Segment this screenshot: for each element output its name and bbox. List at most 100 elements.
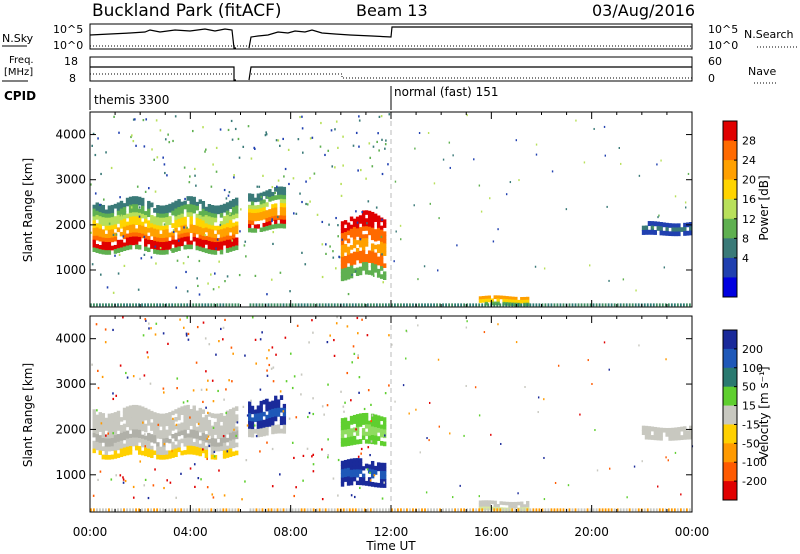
echo-cell xyxy=(367,250,372,256)
echo-cell xyxy=(122,407,127,413)
echo-cell xyxy=(265,406,269,412)
strip-cell xyxy=(267,303,270,307)
echo-cell xyxy=(144,451,148,457)
echo-cell xyxy=(141,434,145,440)
speckle-cell xyxy=(254,338,257,341)
echo-cell xyxy=(137,196,142,202)
strip-cell xyxy=(631,303,634,307)
echo-cell xyxy=(279,428,284,434)
strip-cell xyxy=(105,303,107,307)
echo-cell xyxy=(364,226,369,231)
strip-cell xyxy=(421,508,423,512)
echo-cell xyxy=(210,217,215,222)
echo-cell xyxy=(204,445,209,451)
echo-cell xyxy=(349,261,354,267)
echo-cell xyxy=(234,237,239,243)
strip-cell xyxy=(273,508,276,512)
speckle-cell xyxy=(172,230,175,234)
speckle-cell xyxy=(347,292,350,296)
speckle-cell xyxy=(131,134,133,137)
echo-cell xyxy=(349,257,354,262)
speckle-cell xyxy=(413,204,415,207)
speckle-cell xyxy=(335,322,338,325)
echo-cell xyxy=(174,220,178,225)
echo-cell xyxy=(207,232,212,238)
echo-cell xyxy=(379,432,384,438)
strip-cell xyxy=(183,303,186,307)
speckle-cell xyxy=(295,486,297,489)
echo-cell xyxy=(134,417,139,422)
echo-cell xyxy=(128,437,133,443)
echo-cell xyxy=(156,450,160,456)
echo-cell xyxy=(201,232,206,237)
echo-cell xyxy=(343,441,348,447)
speckle-cell xyxy=(194,174,196,177)
echo-cell xyxy=(147,247,151,253)
speckle-cell xyxy=(239,230,241,233)
speckle-cell xyxy=(154,245,157,248)
strip-cell xyxy=(132,303,134,307)
echo-cell xyxy=(186,204,190,209)
speckle-cell xyxy=(449,166,451,169)
echo-cell xyxy=(216,417,221,423)
strip-cell xyxy=(195,303,198,307)
speckle-cell xyxy=(164,171,166,175)
strip-cell xyxy=(517,303,520,307)
speckle-cell xyxy=(164,138,167,141)
speckle-cell xyxy=(478,495,480,498)
strip-cell xyxy=(532,508,535,512)
echo-cell xyxy=(162,446,166,452)
echo-cell xyxy=(276,190,281,196)
speckle-cell xyxy=(139,460,142,463)
echo-cell xyxy=(207,212,212,217)
speckle-cell xyxy=(205,370,207,373)
strip-cell xyxy=(682,303,685,307)
echo-cell xyxy=(131,200,136,205)
echo-cell xyxy=(279,223,284,229)
echo-cell xyxy=(180,406,184,411)
speckle-cell xyxy=(195,184,197,187)
echo-cell xyxy=(204,426,209,431)
speckle-cell xyxy=(115,394,118,397)
echo-cell xyxy=(180,221,184,227)
speckle-cell xyxy=(215,146,218,150)
echo-cell xyxy=(680,227,684,232)
echo-cell xyxy=(216,205,221,211)
echo-cell xyxy=(526,504,530,508)
echo-cell xyxy=(373,470,378,475)
echo-cell xyxy=(282,207,287,213)
echo-cell xyxy=(195,245,199,251)
echo-cell xyxy=(125,233,130,239)
speckle-layer xyxy=(91,316,694,501)
echo-cell xyxy=(248,424,252,430)
speckle-cell xyxy=(244,480,246,483)
echo-cell xyxy=(92,417,96,422)
echo-cell xyxy=(110,237,115,243)
echo-cell xyxy=(674,231,678,237)
echo-cell xyxy=(141,213,145,219)
echo-cell xyxy=(382,421,387,426)
speckle-cell xyxy=(680,493,682,496)
echo-cell xyxy=(137,433,142,439)
echo-cell xyxy=(355,469,360,474)
strip-cell xyxy=(294,508,297,512)
speckle-cell xyxy=(206,486,209,489)
speckle-cell xyxy=(301,251,303,254)
speckle-cell xyxy=(272,366,275,369)
echo-cell xyxy=(110,225,115,230)
speckle-cell xyxy=(212,163,214,166)
speckle-cell xyxy=(327,453,329,457)
echo-cell xyxy=(659,427,663,433)
speckle-cell xyxy=(110,166,113,170)
echo-cell xyxy=(107,246,112,251)
echo-cell xyxy=(340,272,345,278)
echo-cell xyxy=(355,414,360,419)
echo-cell xyxy=(340,256,345,262)
speckle-cell xyxy=(633,465,636,468)
echo-cell xyxy=(98,228,103,234)
echo-cell xyxy=(141,221,145,227)
echo-cell xyxy=(382,425,387,430)
speckle-cell xyxy=(268,363,271,367)
echo-cell xyxy=(343,421,348,427)
echo-cell xyxy=(259,412,263,418)
